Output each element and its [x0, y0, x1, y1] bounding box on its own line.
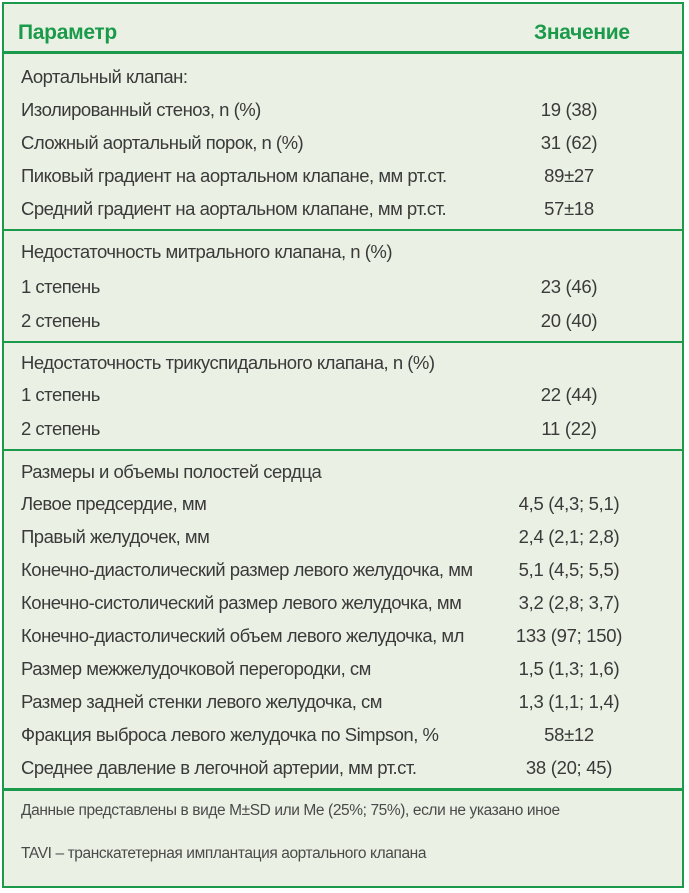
table-row: 1 степень 22 (44): [4, 378, 682, 411]
table-row: Фракция выброса левого желудочка по Simp…: [4, 718, 682, 751]
section-divider: [4, 229, 682, 231]
row-value: 5,1 (4,5; 5,5): [518, 559, 620, 580]
row-label: Недостаточность трикуспидального клапана…: [21, 352, 435, 373]
row-value: 133 (97; 150): [515, 625, 623, 646]
row-value: 4,5 (4,3; 5,1): [518, 493, 620, 514]
row-value: 2,4 (2,1; 2,8): [518, 526, 620, 547]
row-label: Изолированный стеноз, n (%): [21, 99, 261, 120]
row-value: 3,2 (2,8; 3,7): [518, 592, 620, 613]
row-value: 11 (22): [541, 418, 597, 439]
table-row: 2 степень 11 (22): [4, 412, 682, 445]
row-value: 57±18: [544, 198, 594, 219]
row-value: 22 (44): [540, 384, 598, 405]
table-row: Недостаточность митрального клапана, n (…: [4, 235, 682, 268]
header-value: Значение: [534, 21, 630, 44]
row-label: Правый желудочек, мм: [21, 526, 210, 547]
row-value: 38 (20; 45): [525, 757, 613, 778]
row-label: Конечно-систолический размер левого желу…: [21, 592, 462, 613]
row-value: 23 (46): [540, 276, 598, 297]
table-row: Размер межжелудочковой перегородки, см 1…: [4, 652, 682, 685]
table-row: Пиковый градиент на аортальном клапане, …: [4, 159, 682, 192]
table-row: Сложный аортальный порок, n (%) 31 (62): [4, 126, 682, 159]
table-row: 1 степень 23 (46): [4, 270, 682, 303]
row-value: 19 (38): [540, 99, 598, 120]
table-row: Аортальный клапан:: [4, 60, 682, 93]
row-value: 1,3 (1,1; 1,4): [518, 691, 620, 712]
row-label: Размер задней стенки левого желудочка, с…: [21, 691, 382, 712]
table-row: Недостаточность трикуспидального клапана…: [4, 346, 682, 379]
row-label: Среднее давление в легочной артерии, мм …: [21, 757, 417, 778]
row-label: Размер межжелудочковой перегородки, см: [21, 658, 371, 679]
row-label: Пиковый градиент на аортальном клапане, …: [21, 165, 447, 186]
data-format-note: Данные представлены в виде M±SD или Me (…: [21, 802, 560, 819]
table-row: Размеры и объемы полостей сердца: [4, 455, 682, 488]
row-value: 20 (40): [540, 310, 598, 331]
tavi-note: TAVI – транскатетерная имплантация аорта…: [21, 845, 427, 862]
table-row: Конечно-систолический размер левого желу…: [4, 586, 682, 619]
table-row: Конечно-диастолический размер левого жел…: [4, 553, 682, 586]
row-label: 1 степень: [21, 276, 100, 297]
table-row: Размер задней стенки левого желудочка, с…: [4, 685, 682, 718]
row-label: Левое предсердие, мм: [21, 493, 207, 514]
table-row: Конечно-диастолический объем левого желу…: [4, 619, 682, 652]
table-row: Левое предсердие, мм 4,5 (4,3; 5,1): [4, 487, 682, 520]
row-value: 1,5 (1,3; 1,6): [518, 658, 620, 679]
row-label: 2 степень: [21, 310, 100, 331]
row-label: Конечно-диастолический объем левого желу…: [21, 625, 464, 646]
row-value: 58±12: [544, 724, 594, 745]
table-row: Изолированный стеноз, n (%) 19 (38): [4, 93, 682, 126]
section-divider: [4, 449, 682, 451]
table-row: Средний градиент на аортальном клапане, …: [4, 192, 682, 225]
header-param: Параметр: [18, 21, 117, 44]
row-value: 31 (62): [540, 132, 598, 153]
row-label: 1 степень: [21, 384, 100, 405]
row-label: 2 степень: [21, 418, 100, 439]
section-divider: [4, 341, 682, 343]
row-label: Аортальный клапан:: [21, 66, 188, 87]
table-header: Параметр Значение: [4, 4, 682, 54]
row-value: 89±27: [544, 165, 594, 186]
row-label: Конечно-диастолический размер левого жел…: [21, 559, 473, 580]
row-label: Фракция выброса левого желудочка по Simp…: [21, 724, 439, 745]
row-label: Недостаточность митрального клапана, n (…: [21, 241, 393, 262]
row-label: Размеры и объемы полостей сердца: [21, 461, 322, 482]
table-row: 2 степень 20 (40): [4, 304, 682, 337]
row-label: Сложный аортальный порок, n (%): [21, 132, 304, 153]
row-label: Средний градиент на аортальном клапане, …: [21, 198, 447, 219]
table-row: Правый желудочек, мм 2,4 (2,1; 2,8): [4, 520, 682, 553]
footer-divider: [4, 788, 682, 791]
table-row: Среднее давление в легочной артерии, мм …: [4, 751, 682, 784]
